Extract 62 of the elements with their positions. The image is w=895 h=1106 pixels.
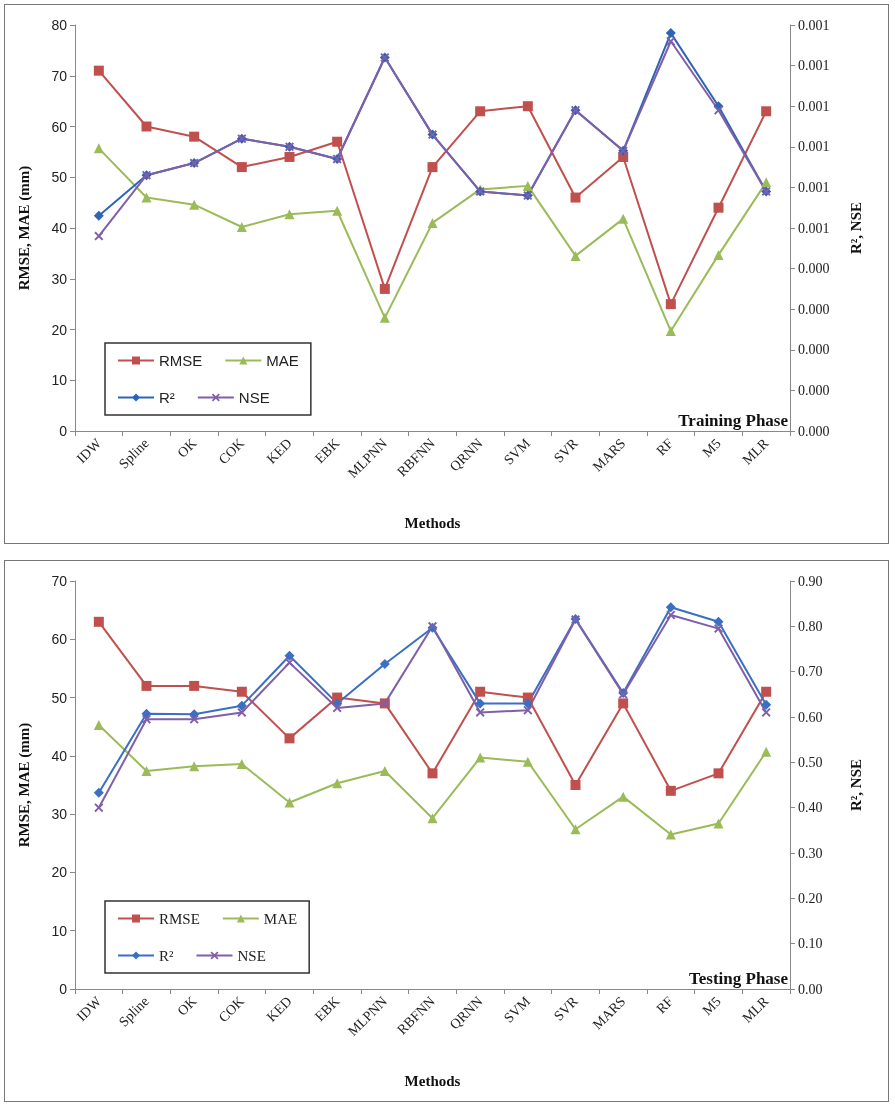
y2-tick-label: 0.90 bbox=[798, 573, 823, 589]
legend-label: RMSE bbox=[159, 352, 203, 369]
legend-label: NSE bbox=[238, 389, 270, 406]
x-tick-label: RF bbox=[653, 993, 677, 1017]
y2-tick-label: 0.70 bbox=[798, 664, 823, 680]
x-tick-label: OK bbox=[174, 993, 200, 1019]
legend-label: NSE bbox=[237, 947, 266, 964]
y2-tick-label: 0.001 bbox=[798, 220, 830, 236]
y-tick-label: 60 bbox=[51, 118, 68, 135]
y2-tick-label: 0.30 bbox=[798, 845, 823, 861]
y2-tick-label: 0.000 bbox=[798, 342, 830, 358]
legend-label: R² bbox=[159, 389, 175, 406]
x-axis-title: Methods bbox=[404, 1072, 461, 1089]
x-tick-label: SVR bbox=[550, 435, 582, 466]
y-tick-label: 50 bbox=[51, 689, 68, 706]
y2-tick-label: 0.000 bbox=[798, 423, 830, 439]
y2-tick-label: 0.80 bbox=[798, 618, 823, 634]
y2-tick-label: 0.000 bbox=[798, 382, 830, 398]
y-tick-label: 0 bbox=[59, 423, 68, 439]
y2-tick-label: 0.10 bbox=[798, 936, 823, 952]
x-axis-title: Methods bbox=[404, 514, 461, 531]
y-axis-title: RMSE, MAE (mm) bbox=[15, 165, 33, 291]
y2-tick-label: 0.000 bbox=[798, 261, 830, 277]
x-tick-label: OK bbox=[174, 435, 200, 461]
y2-tick-label: 0.50 bbox=[798, 754, 823, 770]
y-tick-label: 30 bbox=[51, 270, 68, 287]
y-tick-label: 70 bbox=[51, 573, 68, 589]
y-tick-label: 20 bbox=[51, 321, 68, 338]
y2-axis-title: R², NSE bbox=[847, 758, 864, 812]
y-tick-label: 10 bbox=[51, 922, 68, 939]
y2-tick-label: 0.001 bbox=[798, 17, 830, 33]
legend-label: R² bbox=[159, 947, 174, 964]
y-tick-label: 60 bbox=[51, 631, 68, 648]
y-tick-label: 70 bbox=[51, 67, 68, 84]
x-tick-label: RF bbox=[653, 435, 677, 459]
y2-tick-label: 0.20 bbox=[798, 890, 823, 906]
legend-label: MAE bbox=[263, 910, 298, 927]
y2-axis-title: R², NSE bbox=[847, 201, 864, 255]
y2-tick-label: 0.001 bbox=[798, 58, 830, 74]
y-tick-label: 30 bbox=[51, 806, 68, 823]
y2-tick-label: 0.001 bbox=[798, 98, 830, 114]
y2-tick-label: 0.001 bbox=[798, 179, 830, 195]
y-tick-label: 20 bbox=[51, 864, 68, 881]
legend-label: MAE bbox=[266, 352, 299, 369]
legend-label: RMSE bbox=[159, 910, 200, 927]
x-tick-label: SVR bbox=[550, 993, 582, 1024]
x-tick-label: M5 bbox=[699, 435, 724, 461]
y2-tick-label: 0.000 bbox=[798, 301, 830, 317]
y-tick-label: 40 bbox=[51, 220, 68, 236]
y-tick-label: 40 bbox=[51, 747, 68, 764]
y-tick-label: 0 bbox=[59, 981, 68, 997]
y2-tick-label: 0.00 bbox=[798, 981, 823, 997]
y2-tick-label: 0.60 bbox=[798, 709, 823, 725]
y-tick-label: 10 bbox=[51, 372, 68, 389]
annotation: Testing Phase bbox=[688, 969, 789, 988]
y2-tick-label: 0.001 bbox=[798, 139, 830, 155]
y-tick-label: 80 bbox=[51, 17, 68, 33]
y-axis-title: RMSE, MAE (mm) bbox=[15, 722, 33, 848]
y2-tick-label: 0.40 bbox=[798, 800, 823, 816]
x-tick-label: M5 bbox=[699, 993, 724, 1019]
annotation: Training Phase bbox=[678, 411, 789, 430]
y-tick-label: 50 bbox=[51, 169, 68, 186]
